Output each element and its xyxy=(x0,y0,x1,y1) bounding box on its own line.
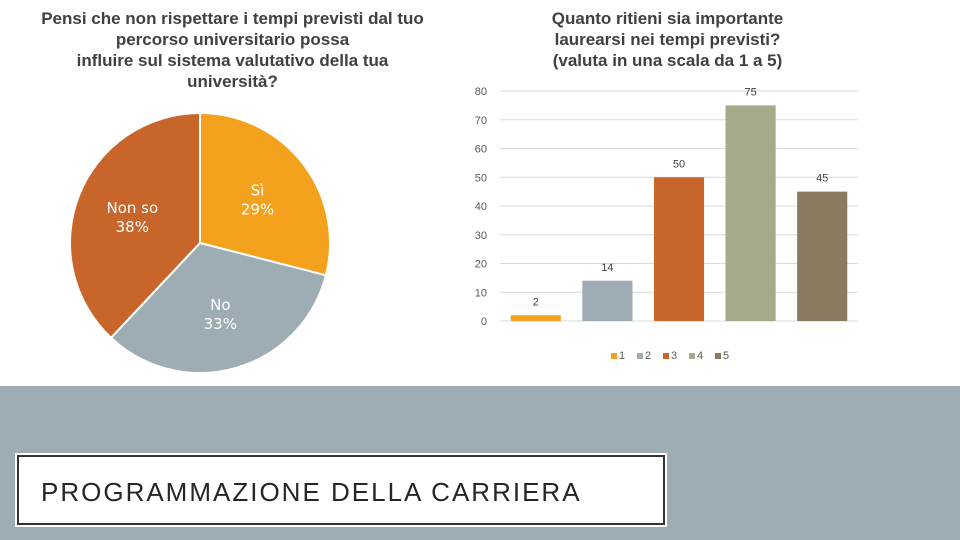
legend-swatch xyxy=(715,353,721,359)
bar-3 xyxy=(653,177,705,321)
y-tick-label: 20 xyxy=(475,259,487,271)
pie-category-label: Sì xyxy=(251,181,265,199)
y-tick-label: 50 xyxy=(475,172,487,184)
bar-chart-title: Quanto ritieni sia importante laurearsi … xyxy=(551,9,784,70)
bar-data-label: 45 xyxy=(816,173,828,185)
bar-data-label: 75 xyxy=(744,86,756,98)
legend-label: 2 xyxy=(645,350,651,362)
pie-category-label: Non so xyxy=(106,199,158,217)
y-tick-label: 10 xyxy=(475,287,487,299)
y-tick-label: 30 xyxy=(475,230,487,242)
bar-1 xyxy=(510,315,561,321)
section-title: PROGRAMMAZIONE DELLA CARRIERA xyxy=(41,477,582,507)
bar-5 xyxy=(797,191,848,321)
y-tick-label: 80 xyxy=(475,86,487,98)
pie-slice-1 xyxy=(199,111,331,277)
legend-label: 4 xyxy=(697,350,703,362)
legend-label: 1 xyxy=(619,350,625,362)
legend-label: 5 xyxy=(723,350,729,362)
pie-slice-2 xyxy=(109,241,328,374)
bar-data-label: 2 xyxy=(533,296,539,308)
bar-2 xyxy=(582,280,633,321)
pie-slice-3 xyxy=(69,111,201,340)
y-tick-label: 60 xyxy=(475,144,487,156)
bar-4 xyxy=(725,105,776,321)
bar-data-label: 14 xyxy=(601,262,613,274)
legend-label: 3 xyxy=(671,350,677,362)
legend-swatch xyxy=(611,353,617,359)
pie-percent-label: 29% xyxy=(241,200,274,218)
section-title-box: PROGRAMMAZIONE DELLA CARRIERA xyxy=(17,455,665,525)
pie-percent-label: 33% xyxy=(204,315,237,333)
y-tick-label: 0 xyxy=(481,316,487,328)
bar-data-label: 50 xyxy=(673,158,685,170)
pie-category-label: No xyxy=(210,296,230,314)
y-tick-label: 70 xyxy=(475,115,487,127)
pie-percent-label: 38% xyxy=(116,218,149,236)
legend-swatch xyxy=(689,353,695,359)
pie-chart-title: Pensi che non rispettare i tempi previst… xyxy=(41,9,424,91)
y-tick-label: 40 xyxy=(475,201,487,213)
legend-swatch xyxy=(663,353,669,359)
legend-swatch xyxy=(637,353,643,359)
